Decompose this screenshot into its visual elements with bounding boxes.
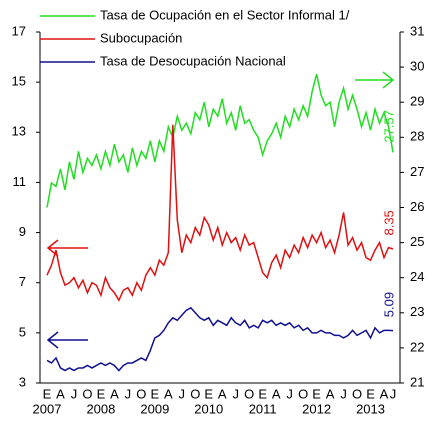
y2-tick-label: 30 xyxy=(410,59,424,74)
x-tick-label: E xyxy=(97,386,106,401)
y2-tick-label: 25 xyxy=(410,234,424,249)
value-label: 5.09 xyxy=(381,292,396,317)
x-tick-label: O xyxy=(190,386,200,401)
x-tick-label: A xyxy=(164,386,173,401)
series-line xyxy=(46,73,394,208)
x-tick-label: A xyxy=(56,386,65,401)
y2-tick-label: 24 xyxy=(410,269,424,284)
x-tick-label: A xyxy=(218,386,227,401)
value-label: 8.35 xyxy=(381,210,396,235)
x-tick-label: J xyxy=(390,386,397,401)
value-label: 27.57 xyxy=(381,110,396,143)
y-tick-label: 7 xyxy=(19,274,26,289)
arrow xyxy=(46,239,88,257)
x-tick-label: A xyxy=(326,386,335,401)
year-label: 2010 xyxy=(194,401,223,416)
y-tick-label: 13 xyxy=(12,124,26,139)
y2-tick-label: 21 xyxy=(410,374,424,389)
arrow xyxy=(46,331,88,349)
year-label: 2012 xyxy=(302,401,331,416)
legend-label: Tasa de Ocupación en el Sector Informal … xyxy=(100,7,350,22)
y2-tick-label: 28 xyxy=(410,129,424,144)
x-tick-label: E xyxy=(151,386,160,401)
x-tick-label: A xyxy=(272,386,281,401)
x-tick-label: J xyxy=(340,386,347,401)
arrow xyxy=(355,71,395,89)
x-tick-label: J xyxy=(125,386,132,401)
series-line xyxy=(46,306,394,372)
x-tick-label: O xyxy=(352,386,362,401)
year-label: 2008 xyxy=(86,401,115,416)
year-label: 2013 xyxy=(356,401,385,416)
year-label: 2011 xyxy=(249,401,277,416)
x-tick-label: O xyxy=(136,386,146,401)
x-tick-label: J xyxy=(71,386,78,401)
y-tick-label: 3 xyxy=(19,374,26,389)
y2-tick-label: 26 xyxy=(410,199,424,214)
y-tick-label: 9 xyxy=(19,224,26,239)
y2-tick-label: 29 xyxy=(410,94,424,109)
arrows xyxy=(46,71,395,349)
x-tick-label: A xyxy=(110,386,119,401)
x-tick-label: E xyxy=(204,386,213,401)
x-tick-label: J xyxy=(286,386,293,401)
x-tick-label: J xyxy=(232,386,239,401)
x-tick-label: E xyxy=(312,386,321,401)
y-tick-label: 5 xyxy=(19,324,26,339)
y-tick-label: 17 xyxy=(12,23,26,38)
y2-tick-label: 22 xyxy=(410,339,424,354)
year-label: 2009 xyxy=(140,401,169,416)
series-line xyxy=(46,124,394,302)
x-tick-label: O xyxy=(244,386,254,401)
y2-tick-label: 27 xyxy=(410,164,424,179)
year-label: 2007 xyxy=(33,401,62,416)
x-tick-label: O xyxy=(298,386,308,401)
y-tick-label: 11 xyxy=(13,174,27,189)
x-tick-label: E xyxy=(366,386,375,401)
x-tick-label: E xyxy=(258,386,267,401)
legend-label: Subocupación xyxy=(100,30,182,45)
x-tick-label: A xyxy=(380,386,389,401)
y2-tick-label: 23 xyxy=(410,304,424,319)
y2-tick-label: 31 xyxy=(410,23,424,38)
x-tick-label: J xyxy=(179,386,186,401)
legend-label: Tasa de Desocupación Nacional xyxy=(100,53,286,68)
x-tick-label: O xyxy=(82,386,92,401)
x-tick-label: E xyxy=(43,386,52,401)
y-tick-label: 15 xyxy=(12,74,26,89)
